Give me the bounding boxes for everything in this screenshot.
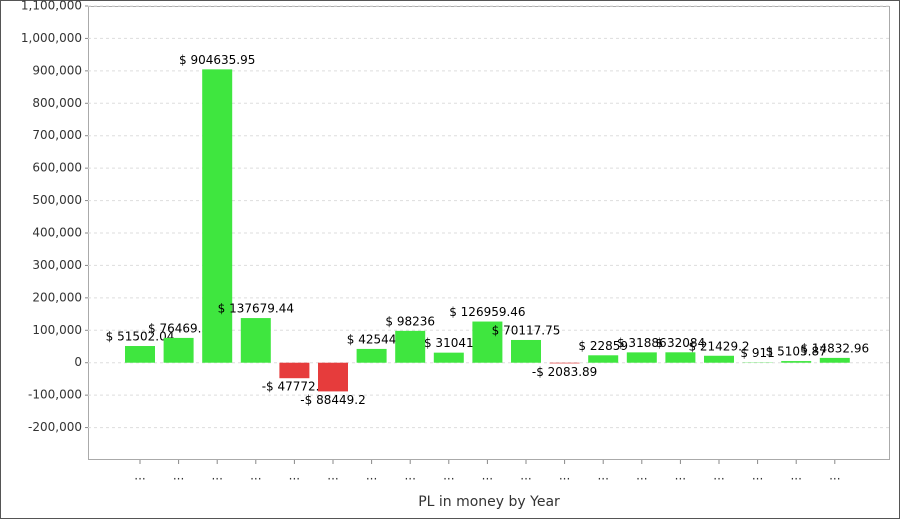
x-tick-label: ... [713,469,724,483]
bar [125,346,155,363]
x-tick-label: ... [250,469,261,483]
bar [356,348,387,363]
bar [240,318,271,363]
value-label: $ 76469.3 [148,321,209,335]
y-tick-label: 100,000 [32,323,82,337]
x-tick-label: ... [675,469,686,483]
x-tick-label: ... [559,469,570,483]
x-tick-label: ... [482,469,493,483]
bar [819,357,850,363]
y-tick-label: 1,000,000 [21,31,82,45]
y-tick-label: 700,000 [32,128,82,142]
value-label: $ 911 [740,346,774,360]
y-tick-label: 800,000 [32,96,82,110]
x-tick-label: ... [636,469,647,483]
x-tick-label: ... [173,469,184,483]
x-tick-label: ... [597,469,608,483]
value-label: $ 31041 [424,336,474,350]
bar [202,69,233,363]
x-tick-label: ... [520,469,531,483]
bar [433,352,464,363]
value-label: $ 22859 [578,339,628,353]
x-tick-label: ... [752,469,763,483]
x-tick-label: ... [327,469,338,483]
bar [395,330,426,363]
value-label: $ 51502.04 [106,330,175,344]
bar [511,339,541,363]
value-label: $ 31886 [617,336,667,350]
x-tick-label: ... [790,469,801,483]
value-label: -$ 2083.89 [532,365,597,379]
value-label: $ 70117.75 [492,323,561,337]
value-label: $ 32084 [656,336,706,350]
y-tick-label: 300,000 [32,258,82,272]
x-axis-label: PL in money by Year [418,494,560,510]
x-tick-label: ... [211,469,222,483]
x-tick-label: ... [404,469,415,483]
y-tick-label: 0 [74,355,82,369]
y-tick-label: 500,000 [32,193,82,207]
x-tick-label: ... [134,469,145,483]
bar [588,355,619,363]
value-label: $ 137679.44 [218,302,294,316]
y-tick-label: 600,000 [32,161,82,175]
value-label: $ 904635.95 [179,53,255,67]
bar [279,362,310,379]
x-tick-label: ... [289,469,300,483]
bar [626,352,657,363]
y-tick-label: -200,000 [28,420,82,434]
y-tick-label: 900,000 [32,63,82,77]
bar [472,321,503,363]
value-label: -$ 88449.2 [300,393,365,407]
x-tick-label: ... [366,469,377,483]
bar [318,362,348,392]
value-label: $ 42544 [347,332,397,346]
bar [781,361,812,363]
value-label: $ 21429.2 [688,339,749,353]
y-tick-label: 1,100,000 [21,0,82,13]
bar [704,355,734,363]
value-label: $ 14832.96 [800,341,869,355]
x-tick-label: ... [443,469,454,483]
value-label: $ 5105.87 [766,345,827,359]
bar [549,362,580,364]
value-label: $ 98236 [385,314,435,328]
y-tick-label: -100,000 [28,388,82,402]
value-label: $ 126959.46 [449,305,525,319]
value-label: -$ 47772.6 [262,380,327,394]
bar [163,337,194,363]
x-tick-label: ... [829,469,840,483]
y-tick-label: 400,000 [32,226,82,240]
y-tick-label: 200,000 [32,290,82,304]
bar [665,352,696,363]
